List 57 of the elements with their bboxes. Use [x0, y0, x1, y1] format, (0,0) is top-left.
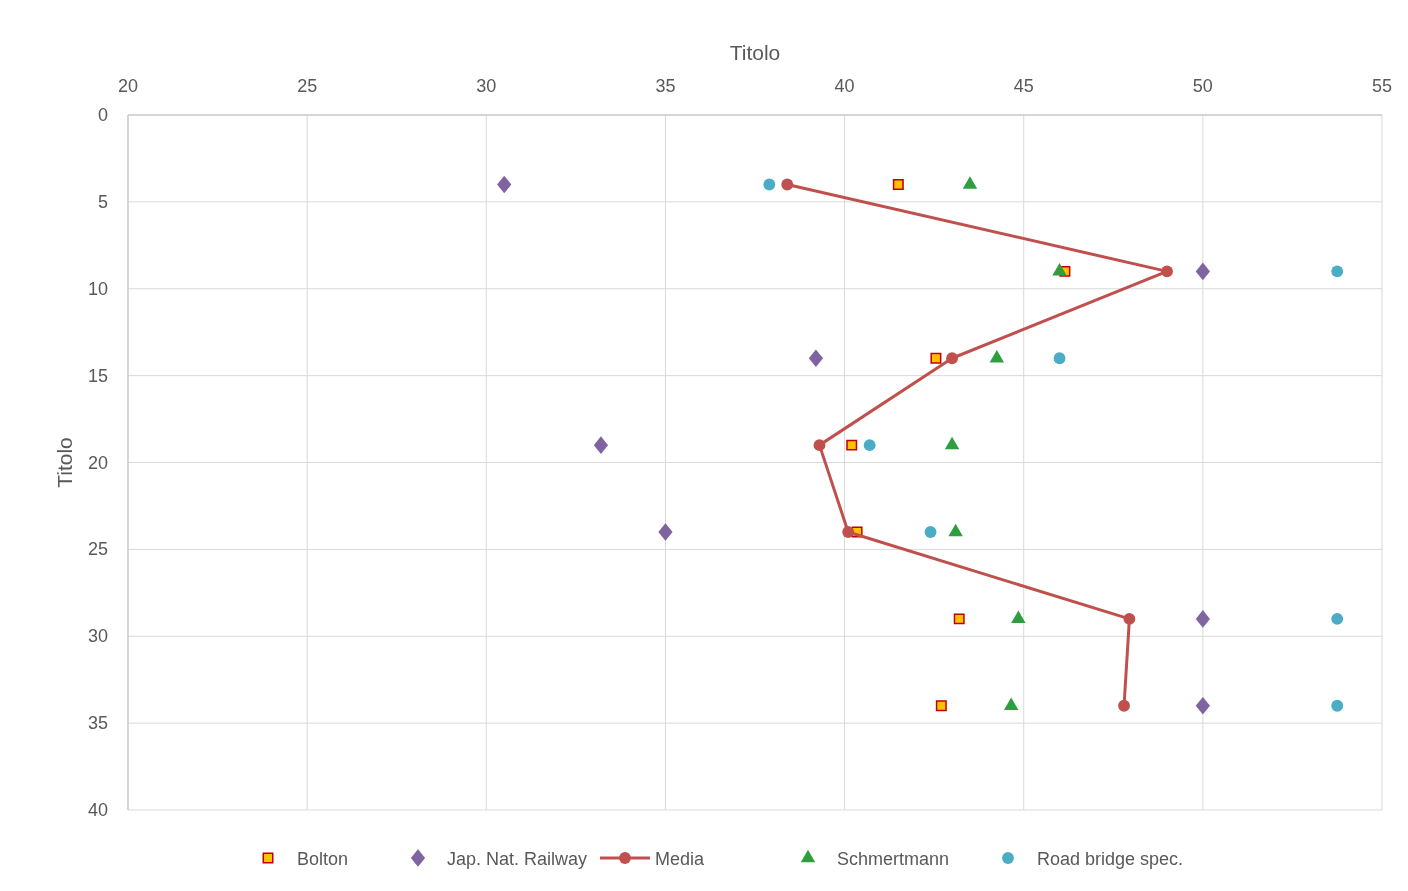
point — [1331, 612, 1344, 625]
point — [1195, 262, 1210, 281]
legend-label: Schmertmann — [837, 849, 950, 869]
point — [1195, 610, 1210, 628]
point — [962, 176, 978, 189]
point — [781, 178, 794, 191]
point — [846, 439, 858, 451]
point — [1195, 696, 1210, 715]
legend-label: Road bridge spec. — [1037, 849, 1184, 869]
x-axis-title: Titolo — [729, 41, 781, 64]
point — [930, 352, 942, 364]
x-tick-label: 30 — [476, 76, 497, 96]
point — [1003, 697, 1019, 710]
point — [946, 352, 958, 365]
x-tick-label: 50 — [1192, 76, 1213, 96]
point — [1011, 610, 1026, 624]
point — [948, 523, 963, 537]
y-tick-label: 30 — [87, 626, 108, 647]
y-tick-label: 0 — [97, 105, 108, 125]
x-tick-label: 55 — [1371, 76, 1393, 96]
y-axis-title: Titolo — [53, 437, 76, 488]
x-tick-label: 25 — [297, 76, 318, 96]
y-tick-label: 40 — [87, 800, 108, 820]
point — [892, 179, 904, 190]
point — [935, 700, 947, 712]
x-tick-label: 45 — [1013, 76, 1034, 96]
x-tick-label: 40 — [834, 76, 855, 96]
x-tick-label: 35 — [655, 76, 676, 96]
y-tick-label: 5 — [97, 191, 108, 212]
point — [813, 439, 826, 452]
point — [1161, 265, 1173, 278]
point — [989, 349, 1005, 363]
legend-label: Jap. Nat. Railway — [447, 849, 588, 869]
point — [1123, 612, 1136, 625]
point — [924, 526, 937, 538]
point — [953, 613, 965, 625]
y-tick-label: 25 — [87, 539, 108, 560]
legend-label: Media — [655, 849, 706, 869]
x-tick-label: 20 — [117, 76, 139, 96]
point — [1331, 265, 1344, 278]
point — [658, 523, 673, 541]
point — [763, 178, 776, 191]
legend-label: Bolton — [297, 849, 349, 869]
point — [863, 439, 876, 452]
point — [1118, 699, 1130, 712]
point — [593, 436, 609, 454]
point — [842, 526, 855, 538]
y-tick-label: 35 — [87, 713, 108, 734]
point — [1331, 699, 1344, 712]
point — [497, 175, 512, 194]
y-tick-label: 20 — [87, 452, 108, 473]
point — [808, 349, 824, 368]
y-tick-label: 10 — [87, 278, 108, 299]
point — [1053, 352, 1066, 365]
point — [944, 436, 960, 450]
point — [1052, 263, 1067, 276]
y-tick-label: 15 — [87, 365, 108, 386]
